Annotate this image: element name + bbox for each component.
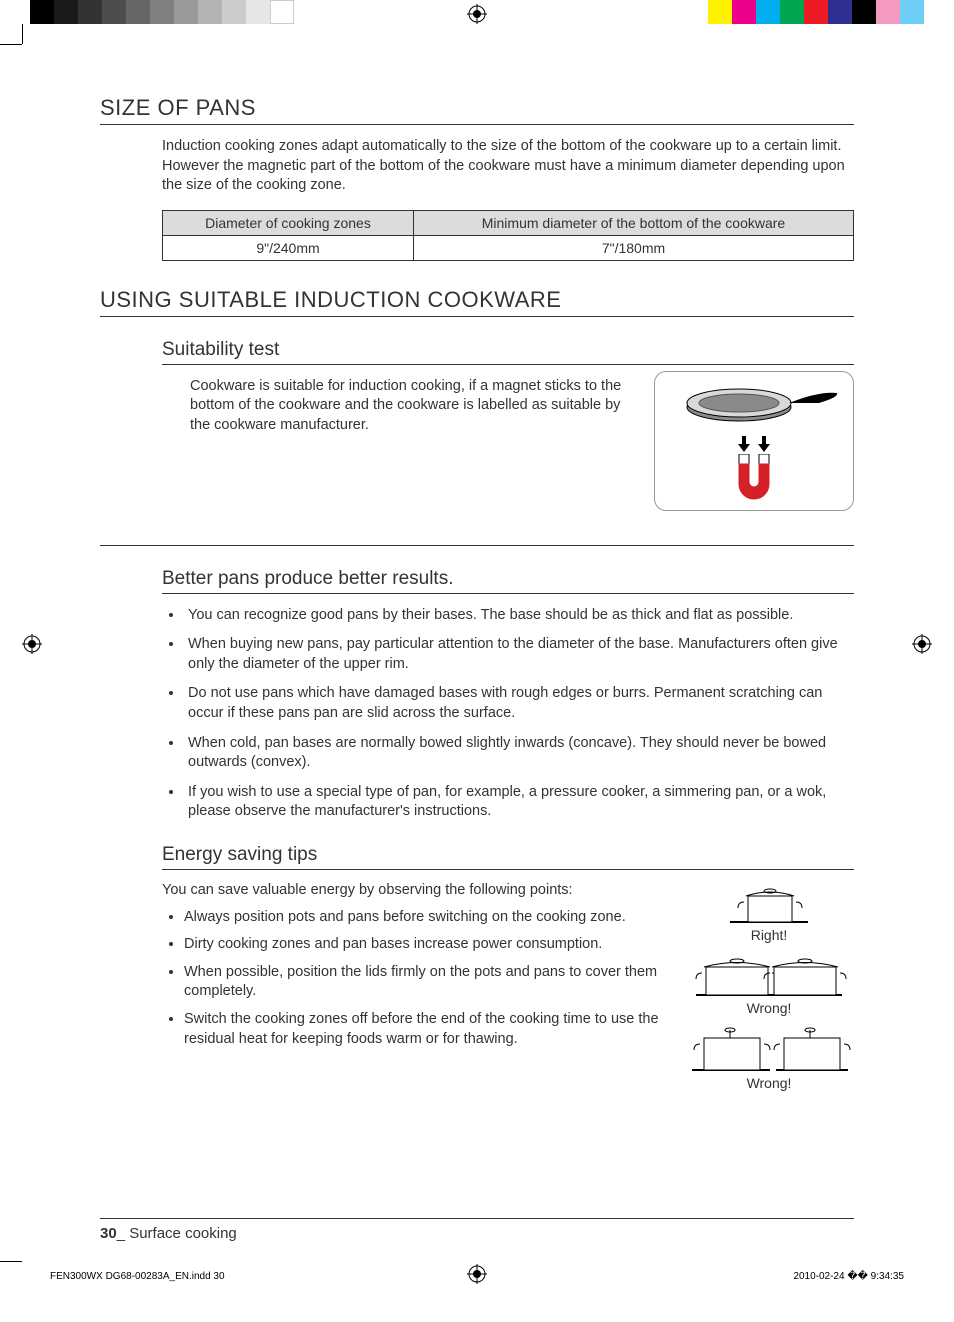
figure-wrong-overlap: Wrong! <box>684 951 854 1016</box>
figure-label: Wrong! <box>684 1000 854 1016</box>
table-cell: 9"/240mm <box>163 235 414 260</box>
list-item: You can recognize good pans by their bas… <box>184 606 854 626</box>
registration-mark-icon <box>912 634 932 654</box>
magnet-icon <box>729 454 779 500</box>
list-item: When buying new pans, pay particular att… <box>184 635 854 674</box>
figure-right: Right! <box>684 882 854 943</box>
subheading-better-pans: Better pans produce better results. <box>162 568 854 594</box>
footer-separator: _ <box>117 1225 125 1242</box>
two-pots-overlap-icon <box>684 951 854 997</box>
crop-mark <box>0 1261 22 1262</box>
list-item: Dirty cooking zones and pan bases increa… <box>184 935 694 955</box>
list-item: Do not use pans which have damaged bases… <box>184 684 854 723</box>
heading-size-of-pans: SIZE OF PANS <box>100 95 854 125</box>
imprint-timestamp: 2010-02-24 �� 9:34:35 <box>793 1271 904 1282</box>
list-item: If you wish to use a special type of pan… <box>184 783 854 822</box>
page-footer: 30_ Surface cooking <box>100 1218 854 1242</box>
frying-pan-icon <box>669 381 839 436</box>
energy-list: Always position pots and pans before swi… <box>184 908 694 1049</box>
grayscale-swatch-bar <box>30 0 294 24</box>
color-swatch-bar <box>708 0 924 24</box>
single-pot-icon <box>684 882 854 924</box>
subheading-energy: Energy saving tips <box>162 844 854 870</box>
imprint-file: FEN300WX DG68-00283A_EN.indd 30 <box>50 1271 225 1282</box>
figure-wrong-gap: Wrong! <box>684 1024 854 1091</box>
down-arrows-icon <box>724 436 784 454</box>
table-row: 9"/240mm 7"/180mm <box>163 235 854 260</box>
suitability-text: Cookware is suitable for induction cooki… <box>190 377 634 436</box>
list-item: Always position pots and pans before swi… <box>184 908 694 928</box>
registration-mark-icon <box>22 634 42 654</box>
page-number: 30 <box>100 1225 117 1242</box>
imprint-line: FEN300WX DG68-00283A_EN.indd 30 2010-02-… <box>50 1271 904 1282</box>
crop-mark <box>22 24 23 44</box>
better-pans-list: You can recognize good pans by their bas… <box>184 606 854 822</box>
figure-label: Wrong! <box>684 1075 854 1091</box>
table-cell: 7"/180mm <box>413 235 853 260</box>
energy-figures: Right! <box>684 882 854 1099</box>
registration-mark-icon <box>467 4 487 24</box>
crop-mark <box>0 44 22 45</box>
table-header: Diameter of cooking zones <box>163 210 414 235</box>
table-header: Minimum diameter of the bottom of the co… <box>413 210 853 235</box>
list-item: When cold, pan bases are normally bowed … <box>184 734 854 773</box>
list-item: When possible, position the lids firmly … <box>184 963 694 1002</box>
subheading-suitability: Suitability test <box>162 339 854 365</box>
two-pots-gap-icon <box>684 1024 854 1072</box>
footer-section-name: Surface cooking <box>129 1225 237 1242</box>
page-content: SIZE OF PANS Induction cooking zones ada… <box>100 95 854 1057</box>
cooking-zones-table: Diameter of cooking zones Minimum diamet… <box>162 210 854 261</box>
heading-using-cookware: USING SUITABLE INDUCTION COOKWARE <box>100 287 854 317</box>
list-item: Switch the cooking zones off before the … <box>184 1010 694 1049</box>
suitability-figure <box>654 371 854 511</box>
figure-label: Right! <box>684 927 854 943</box>
intro-paragraph: Induction cooking zones adapt automatica… <box>162 137 854 196</box>
